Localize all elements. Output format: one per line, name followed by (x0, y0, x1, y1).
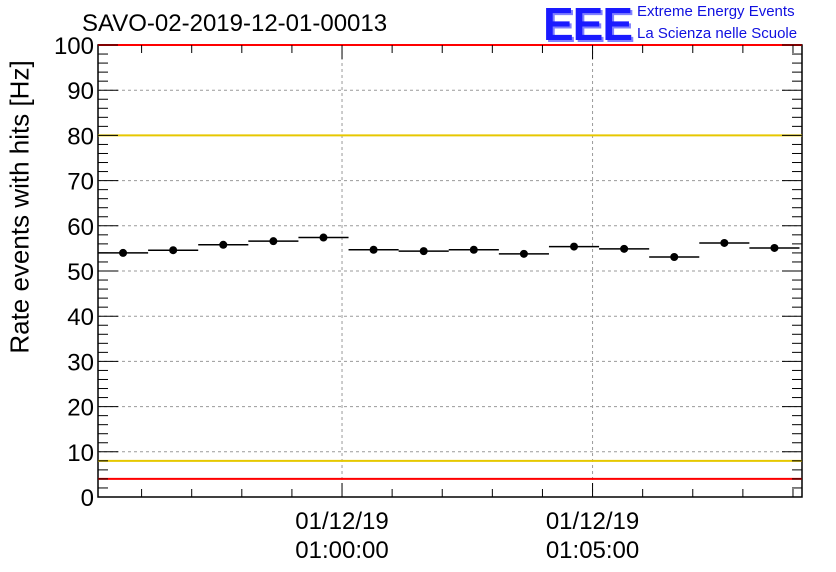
data-point (770, 243, 779, 252)
chart-title: SAVO-02-2019-12-01-00013 (82, 10, 388, 37)
x-tick-label-date: 01/12/19 (546, 508, 639, 535)
data-point (519, 249, 528, 258)
eee-logo: EEE (543, 0, 633, 50)
y-tick-label: 80 (67, 123, 94, 150)
data-point (169, 246, 178, 255)
data-points (98, 233, 800, 261)
y-tick-label: 70 (67, 169, 94, 196)
data-point (219, 240, 228, 249)
data-point (570, 242, 579, 251)
y-tick-label: 10 (67, 440, 94, 467)
reference-lines (98, 44, 802, 480)
data-point (319, 233, 328, 242)
x-tick-label-date: 01/12/19 (295, 508, 388, 535)
axis-ticks: 010203040506070809010001/12/1901:00:0001… (54, 33, 802, 564)
data-point (720, 238, 729, 247)
x-tick-label-time: 01:00:00 (295, 537, 388, 564)
y-tick-label: 40 (67, 304, 94, 331)
y-tick-label: 0 (81, 485, 94, 512)
logo-line-1: Extreme Energy Events (637, 3, 795, 20)
data-point (670, 252, 679, 261)
data-point (620, 244, 629, 253)
y-tick-label: 60 (67, 214, 94, 241)
x-tick-label-time: 01:05:00 (546, 537, 639, 564)
y-axis-label: Rate events with hits [Hz] (4, 60, 35, 354)
plot-frame (97, 44, 803, 498)
grid-lines (98, 45, 802, 497)
y-tick-label: 100 (54, 33, 94, 60)
data-point (269, 237, 278, 246)
data-point (119, 248, 128, 257)
y-tick-label: 30 (67, 349, 94, 376)
data-point (469, 245, 478, 254)
y-tick-label: 50 (67, 259, 94, 286)
y-tick-label: 20 (67, 395, 94, 422)
y-tick-label: 90 (67, 78, 94, 105)
data-point (369, 245, 378, 254)
logo-line-2: La Scienza nelle Scuole (637, 25, 798, 42)
data-point (419, 247, 428, 256)
